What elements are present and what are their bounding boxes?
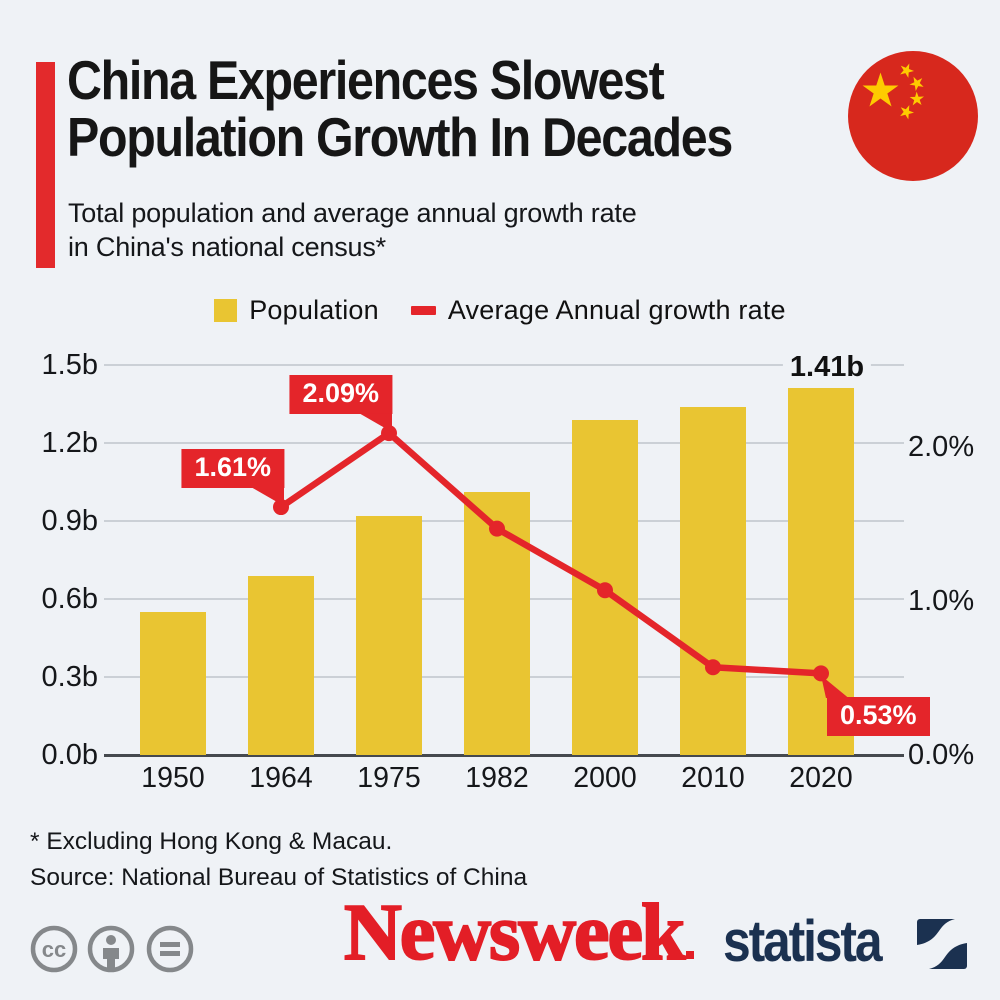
right-axis-label-1.0%: 1.0% xyxy=(908,585,975,617)
bar-1975 xyxy=(356,515,422,755)
bar-2010 xyxy=(680,406,746,755)
legend-growth-label: Average Annual growth rate xyxy=(447,295,786,325)
bar-2000 xyxy=(572,419,638,755)
gridline-1.5b xyxy=(104,364,904,366)
chart-legend: Population Average Annual growth rate xyxy=(0,295,1000,326)
growth-line-swatch-icon xyxy=(410,306,436,315)
callout-2.09%: 2.09% xyxy=(289,375,392,415)
callout-pointer xyxy=(251,487,284,507)
statista-logo-icon xyxy=(917,919,967,969)
x-axis-label-1964: 1964 xyxy=(249,762,313,794)
subtitle: Total population and average annual grow… xyxy=(68,196,637,264)
x-axis-line xyxy=(104,754,904,757)
x-axis-label-1950: 1950 xyxy=(141,762,205,794)
creative-commons-icons: cc xyxy=(30,925,194,973)
bar-1950 xyxy=(140,612,206,755)
left-axis-label-1.5b: 1.5b xyxy=(41,349,98,381)
subtitle-line-2: in China's national census* xyxy=(68,232,386,262)
bar-1982 xyxy=(464,492,530,755)
left-axis-label-0.3b: 0.3b xyxy=(41,661,98,693)
left-axis-label-1.2b: 1.2b xyxy=(41,427,98,459)
source-line: Source: National Bureau of Statistics of… xyxy=(30,864,528,891)
right-axis-label-0.0%: 0.0% xyxy=(908,739,975,771)
title-line-2: Population Growth In Decades xyxy=(67,106,733,168)
cc-icon: cc xyxy=(42,937,66,962)
left-axis-label-0.6b: 0.6b xyxy=(41,583,98,615)
cc-by-person-icon xyxy=(103,935,119,968)
china-flag-icon xyxy=(848,51,978,181)
gridline-1.2b xyxy=(104,442,904,444)
svg-text:cc: cc xyxy=(42,937,66,962)
x-axis-label-2020: 2020 xyxy=(789,762,853,794)
newsweek-logo: Newsweek xyxy=(343,892,694,974)
subtitle-line-1: Total population and average annual grow… xyxy=(68,198,637,228)
callout-0.53%: 0.53% xyxy=(827,697,930,737)
data-label-1.41b: 1.41b xyxy=(782,351,872,385)
page-title: China Experiences Slowest Population Gro… xyxy=(67,49,733,168)
right-axis-label-2.0%: 2.0% xyxy=(908,431,975,463)
title-accent-bar xyxy=(36,62,55,268)
x-axis-label-1982: 1982 xyxy=(465,762,529,794)
x-axis-label-2010: 2010 xyxy=(681,762,745,794)
x-axis-label-2000: 2000 xyxy=(573,762,637,794)
left-axis-label-0.9b: 0.9b xyxy=(41,505,98,537)
statista-logo-text: statista xyxy=(723,909,883,974)
population-swatch-icon xyxy=(214,299,238,322)
footnote: * Excluding Hong Kong & Macau. xyxy=(30,828,393,855)
legend-population-label: Population xyxy=(249,295,379,325)
callout-1.61%: 1.61% xyxy=(181,449,284,489)
bar-1964 xyxy=(248,575,314,755)
callout-pointer xyxy=(359,413,392,433)
left-axis-label-0.0b: 0.0b xyxy=(41,739,98,771)
title-line-1: China Experiences Slowest xyxy=(67,49,665,111)
cc-nd-equals-icon xyxy=(160,942,180,956)
x-axis-label-1975: 1975 xyxy=(357,762,421,794)
